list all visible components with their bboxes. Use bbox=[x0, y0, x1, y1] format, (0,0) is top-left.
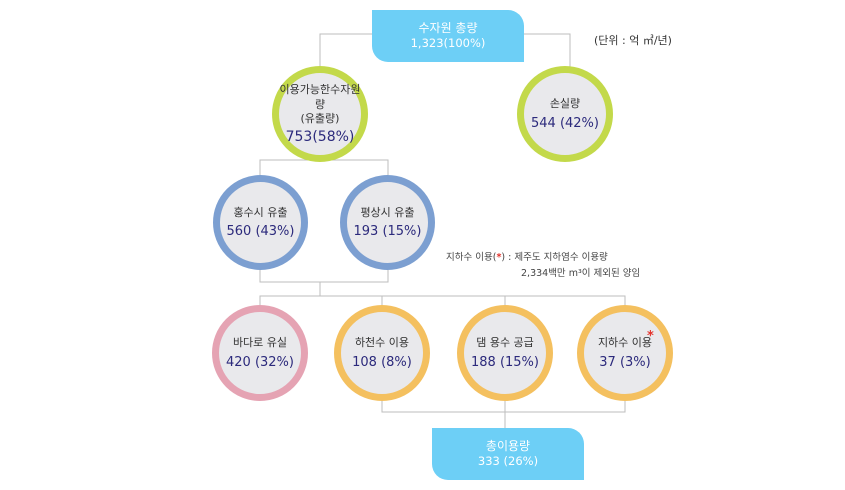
available-water-sublabel: (유출량) bbox=[300, 112, 340, 126]
flood-runoff-circle: 홍수시 유출 560 (43%) bbox=[213, 175, 308, 270]
flood-runoff-label: 홍수시 유출 bbox=[233, 205, 288, 219]
loss-circle: 손실량 544 (42%) bbox=[517, 66, 613, 162]
sea-loss-value: 420 (32%) bbox=[226, 354, 294, 370]
sea-loss-label: 바다로 유실 bbox=[232, 336, 288, 350]
flood-runoff-value: 560 (43%) bbox=[226, 224, 295, 240]
connector-usage-bar bbox=[381, 400, 626, 413]
connector-available-normal bbox=[320, 159, 389, 175]
groundwater-use-circle: 지하수 이용 37 (3%) bbox=[577, 305, 673, 401]
available-water-label: 이용가능한수자원량 bbox=[279, 82, 361, 111]
total-water-box: 수자원 총량 1,323(100%) bbox=[372, 10, 524, 62]
sea-loss-circle: 바다로 유실 420 (32%) bbox=[212, 305, 308, 401]
river-use-value: 108 (8%) bbox=[352, 354, 412, 370]
groundwater-star-mark: * bbox=[647, 329, 654, 344]
total-water-label: 수자원 총량 bbox=[418, 21, 478, 36]
total-usage-label: 총이용량 bbox=[485, 439, 531, 454]
normal-runoff-circle: 평상시 유출 193 (15%) bbox=[340, 175, 435, 270]
total-usage-value: 333 (26%) bbox=[477, 454, 539, 469]
connector-flow-merge bbox=[259, 270, 389, 283]
loss-label: 손실량 bbox=[549, 97, 581, 111]
dam-supply-label: 댐 용수 공급 bbox=[476, 336, 534, 350]
note-suffix: ) : 제주도 지하염수 이용량 bbox=[501, 252, 608, 263]
note-line2: 2,334백만 m³이 제외된 양임 bbox=[521, 268, 641, 280]
note-star: * bbox=[496, 252, 502, 263]
loss-value: 544 (42%) bbox=[531, 115, 599, 131]
available-water-value: 753(58%) bbox=[285, 129, 355, 146]
groundwater-use-label: 지하수 이용 bbox=[597, 336, 653, 350]
dam-supply-circle: 댐 용수 공급 188 (15%) bbox=[457, 305, 553, 401]
groundwater-note: 지하수 이용(*) : 제주도 지하염수 이용량 2,334백만 m³이 제외된… bbox=[446, 250, 640, 282]
river-use-circle: 하천수 이용 108 (8%) bbox=[334, 305, 430, 401]
dam-supply-value: 188 (15%) bbox=[471, 354, 539, 370]
unit-label: (단위 : 억 ㎥/년) bbox=[594, 34, 672, 47]
connector-total-to-available bbox=[319, 33, 372, 68]
connector-level3-bar bbox=[259, 295, 626, 305]
total-water-value: 1,323(100%) bbox=[410, 36, 486, 51]
normal-runoff-value: 193 (15%) bbox=[353, 224, 422, 240]
total-usage-box: 총이용량 333 (26%) bbox=[432, 428, 584, 480]
connector-total-to-loss bbox=[524, 33, 571, 68]
note-prefix: 지하수 이용( bbox=[446, 252, 497, 263]
normal-runoff-label: 평상시 유출 bbox=[360, 205, 415, 219]
available-water-circle: 이용가능한수자원량 (유출량) 753(58%) bbox=[272, 66, 368, 162]
river-use-label: 하천수 이용 bbox=[354, 336, 410, 350]
groundwater-use-value: 37 (3%) bbox=[599, 354, 651, 370]
